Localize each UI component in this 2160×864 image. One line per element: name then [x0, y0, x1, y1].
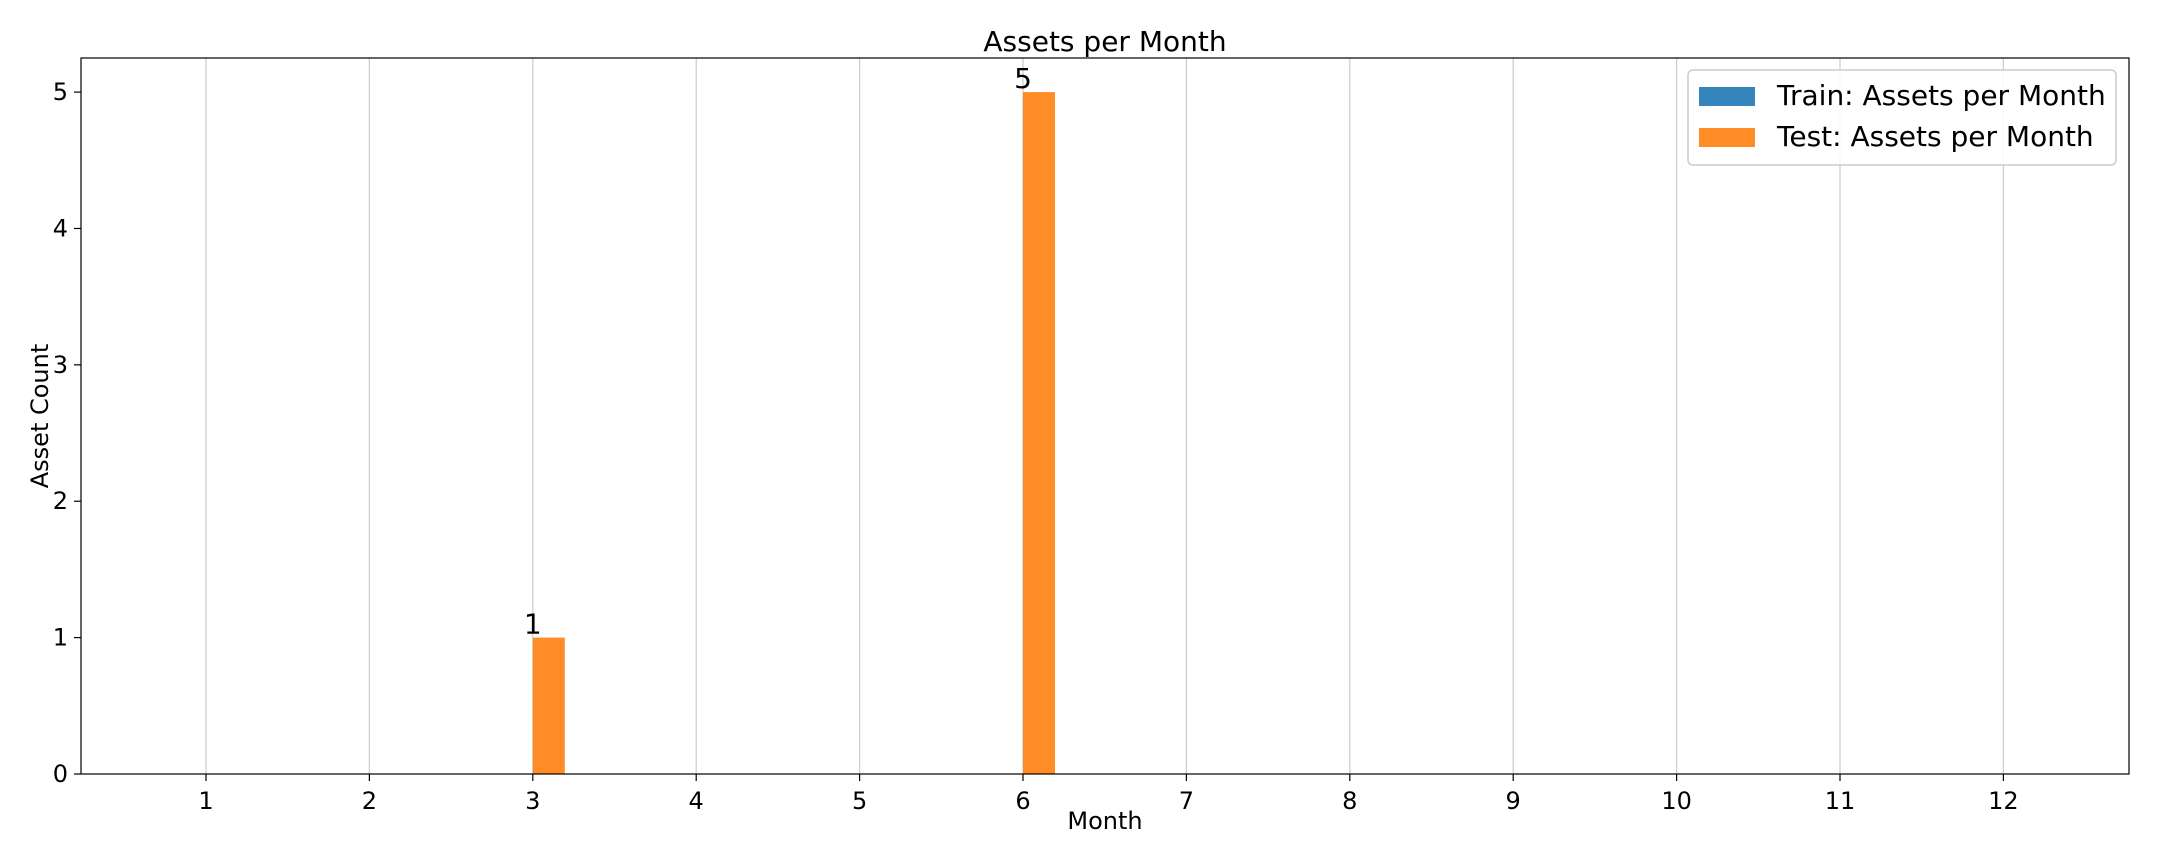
y-axis-title: Asset Count [26, 344, 54, 489]
bars [532, 92, 1055, 775]
y-axis-ticks: 0 1 2 3 4 5 [53, 78, 81, 788]
y-tick-label: 3 [53, 351, 68, 379]
y-tick-label: 5 [53, 78, 68, 106]
legend-box [1687, 69, 2117, 166]
x-tick-label: 10 [1661, 787, 1692, 815]
x-tick-label: 8 [1342, 787, 1357, 815]
y-tick-label: 0 [53, 760, 68, 788]
data-label: 5 [1014, 62, 1032, 95]
chart-title: Assets per Month [983, 25, 1226, 58]
x-tick-label: 7 [1179, 787, 1194, 815]
legend-label-train: Train: Assets per Month [1776, 79, 2106, 112]
legend-swatch-train [1699, 87, 1755, 106]
x-tick-label: 3 [525, 787, 540, 815]
bar-test-month-6 [1023, 92, 1055, 775]
x-tick-label: 2 [362, 787, 377, 815]
plot-area-frame [80, 57, 2130, 775]
x-tick-label: 6 [1015, 787, 1030, 815]
y-tick-label: 4 [53, 214, 68, 242]
legend-label-test: Test: Assets per Month [1776, 120, 2094, 153]
legend: Train: Assets per Month Test: Assets per… [1687, 69, 2117, 166]
x-tick-label: 12 [1988, 787, 2019, 815]
x-tick-label: 9 [1506, 787, 1521, 815]
legend-swatch-test [1699, 128, 1755, 147]
x-axis-ticks: 1 2 3 4 5 6 7 8 9 10 11 12 [198, 774, 2019, 815]
x-axis-title: Month [1067, 807, 1142, 835]
x-tick-label: 11 [1825, 787, 1856, 815]
x-tick-label: 5 [852, 787, 867, 815]
data-labels: 15 [524, 62, 1032, 641]
data-label: 1 [524, 608, 542, 641]
x-tick-label: 4 [689, 787, 704, 815]
bar-test-month-3 [532, 637, 565, 774]
y-tick-label: 2 [53, 487, 68, 515]
x-tick-label: 1 [198, 787, 213, 815]
y-tick-label: 1 [53, 624, 68, 652]
